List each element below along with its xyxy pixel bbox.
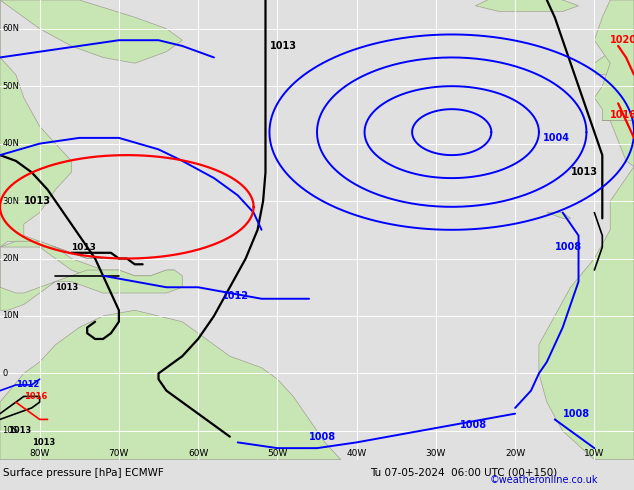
Text: 1008: 1008 bbox=[460, 420, 487, 430]
Text: 1004: 1004 bbox=[543, 133, 570, 143]
Text: 1013: 1013 bbox=[8, 426, 31, 436]
Text: 1013: 1013 bbox=[571, 168, 598, 177]
Text: 1012: 1012 bbox=[16, 380, 39, 390]
Polygon shape bbox=[602, 121, 634, 167]
Polygon shape bbox=[0, 0, 174, 282]
Text: 0: 0 bbox=[3, 369, 8, 378]
Polygon shape bbox=[539, 167, 634, 460]
Text: 30W: 30W bbox=[425, 449, 446, 458]
Text: 1013: 1013 bbox=[23, 196, 51, 206]
Text: 1013: 1013 bbox=[71, 243, 96, 251]
Polygon shape bbox=[0, 310, 341, 460]
Text: 20N: 20N bbox=[3, 254, 19, 263]
Text: 1013: 1013 bbox=[269, 41, 297, 51]
Text: 80W: 80W bbox=[29, 449, 50, 458]
Polygon shape bbox=[595, 0, 634, 121]
Polygon shape bbox=[547, 213, 571, 219]
Text: 10N: 10N bbox=[3, 312, 19, 320]
Text: 60W: 60W bbox=[188, 449, 209, 458]
Text: Tu 07-05-2024  06:00 UTC (00+150): Tu 07-05-2024 06:00 UTC (00+150) bbox=[370, 468, 557, 478]
Text: 70W: 70W bbox=[108, 449, 129, 458]
Text: 10S: 10S bbox=[3, 426, 18, 436]
Text: 40N: 40N bbox=[3, 139, 19, 148]
Text: 10W: 10W bbox=[584, 449, 605, 458]
Polygon shape bbox=[0, 241, 103, 259]
Text: 1013: 1013 bbox=[32, 438, 55, 447]
Text: ©weatheronline.co.uk: ©weatheronline.co.uk bbox=[490, 475, 598, 485]
Polygon shape bbox=[0, 0, 183, 63]
Text: 1008: 1008 bbox=[555, 242, 582, 252]
Text: 50N: 50N bbox=[3, 82, 19, 91]
Text: 20W: 20W bbox=[505, 449, 525, 458]
Polygon shape bbox=[476, 0, 578, 11]
Text: 1013: 1013 bbox=[55, 283, 79, 292]
Polygon shape bbox=[0, 247, 183, 310]
Text: 30N: 30N bbox=[3, 196, 20, 206]
Text: 50W: 50W bbox=[267, 449, 288, 458]
Text: 40W: 40W bbox=[347, 449, 366, 458]
Text: 1008: 1008 bbox=[563, 409, 590, 418]
Text: 1008: 1008 bbox=[309, 432, 336, 441]
Text: Surface pressure [hPa] ECMWF: Surface pressure [hPa] ECMWF bbox=[3, 468, 164, 478]
Text: 1020: 1020 bbox=[610, 35, 634, 45]
Text: 60N: 60N bbox=[3, 24, 20, 33]
Text: 1016: 1016 bbox=[23, 392, 47, 401]
Polygon shape bbox=[595, 40, 634, 86]
Text: 1012: 1012 bbox=[222, 291, 249, 301]
Text: 1016: 1016 bbox=[610, 110, 634, 120]
